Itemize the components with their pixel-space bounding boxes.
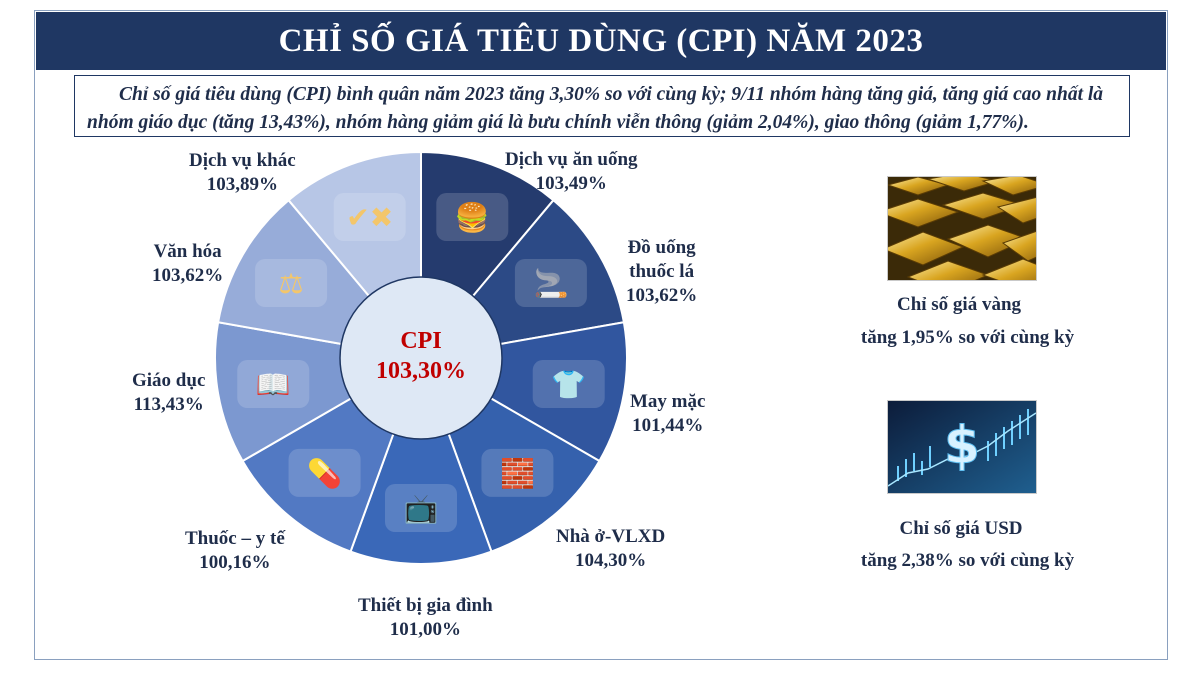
segment-label-drinks-tobacco: Đồ uống thuốc lá 103,62% [626,236,697,308]
chart-icons: 🍔 🚬 👕 🧱 📺 💊 📖 ⚖ ✔✖ [237,193,605,532]
medicine-icon: 💊 [288,448,361,497]
segment-name: Dịch vụ khác [189,150,296,171]
segment-value: 113,43% [133,394,204,415]
svg-text:⚖: ⚖ [279,267,304,300]
svg-text:📺: 📺 [404,492,439,525]
segment-label-culture: Văn hóa 103,62% [152,240,223,288]
segment-name: Nhà ở-VLXD [556,526,666,547]
svg-text:🍔: 🍔 [455,201,490,234]
segment-name-line2: thuốc lá [629,261,695,282]
page-title: CHỈ SỐ GIÁ TIÊU DÙNG (CPI) NĂM 2023 [278,22,924,59]
svg-text:👕: 👕 [551,368,586,401]
segment-value: 101,00% [389,619,461,640]
title-banner: CHỈ SỐ GIÁ TIÊU DÙNG (CPI) NĂM 2023 [36,12,1166,70]
culture-scale-icon: ⚖ [255,259,328,307]
segment-name: May mặc [630,391,706,412]
center-label: CPI [400,328,441,354]
segment-value: 100,16% [199,552,271,573]
segment-name: Thuốc – y tế [185,528,285,549]
infographic-frame [34,10,1168,660]
dollar-chart-image: $ [887,400,1037,494]
segment-label-other-services: Dịch vụ khác 103,89% [189,149,296,197]
gold-index-change: tăng 1,95% so với cùng kỳ [860,327,1075,348]
drinks-cigarettes-icon: 🚬 [514,259,587,307]
segment-label-education: Giáo dục 113,43% [132,369,205,417]
gold-bars-icon [888,177,1036,280]
segment-value: 103,62% [152,265,224,286]
center-value: 103,30% [376,358,466,384]
segment-value: 103,62% [626,285,698,306]
summary-box: Chỉ số giá tiêu dùng (CPI) bình quân năm… [74,75,1130,137]
svg-text:🧱: 🧱 [500,457,535,490]
svg-text:📖: 📖 [256,368,291,401]
clothing-icon: 👕 [532,360,605,409]
segment-name: Dịch vụ ăn uống [505,149,638,170]
usd-index-change: tăng 2,38% so với cùng kỳ [860,550,1075,571]
dollar-chart-icon: $ [888,401,1036,493]
check-cross-hands-icon: ✔✖ [333,193,406,242]
segment-label-clothing: May mặc 101,44% [630,390,705,438]
gold-index-title: Chỉ số giá vàng [896,294,1022,315]
svg-text:$: $ [944,416,980,476]
home-appliances-icon: 📺 [385,484,457,532]
construction-materials-icon: 🧱 [481,448,554,497]
segment-label-household-equipment: Thiết bị gia đình 101,00% [358,594,493,642]
pie-segment [349,355,493,565]
segment-name: Giáo dục [132,370,206,391]
segment-name: Văn hóa [153,241,222,262]
svg-text:🚬: 🚬 [533,267,568,300]
gold-bars-image [887,176,1037,281]
usd-index-title: Chỉ số giá USD [899,518,1023,539]
segment-name: Đồ uống [627,237,696,258]
food-pot-burger-icon: 🍔 [436,193,509,242]
segment-value: 104,30% [574,550,647,571]
segment-label-food-service: Dịch vụ ăn uống 103,49% [505,148,638,196]
svg-text:💊: 💊 [307,456,342,490]
center-circle [339,276,503,440]
segment-value: 103,49% [535,173,607,194]
segment-label-housing: Nhà ở-VLXD 104,30% [556,525,665,573]
segment-label-medicine: Thuốc – y tế 100,16% [185,527,285,575]
segment-name: Thiết bị gia đình [358,595,493,616]
chart-segments [214,150,628,565]
segment-value: 101,44% [632,415,704,436]
svg-text:✔✖: ✔✖ [346,201,393,234]
segment-value: 103,89% [206,174,278,195]
abc-book-icon: 📖 [237,360,310,409]
